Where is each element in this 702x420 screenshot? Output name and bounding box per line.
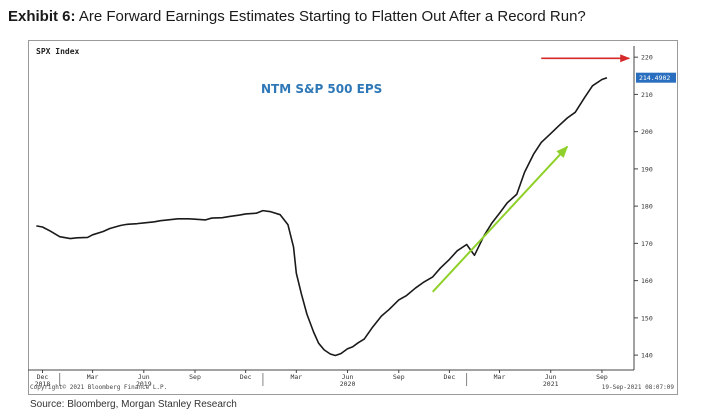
x-tick-label: Sep <box>393 373 405 381</box>
x-year-label: 2021 <box>543 380 559 388</box>
y-tick-label: 160 <box>641 277 653 285</box>
series-label: NTM S&P 500 EPS <box>261 82 382 96</box>
eps-series-line <box>36 76 608 357</box>
y-tick-label: 190 <box>641 165 653 173</box>
x-year-label: 2019 <box>136 380 152 388</box>
y-tick-label: 170 <box>641 240 653 248</box>
ticker-label: SPX Index <box>36 47 80 56</box>
x-year-label: 2018 <box>35 380 51 388</box>
x-tick-label: Sep <box>596 373 608 381</box>
y-tick-label: 150 <box>641 314 653 322</box>
exhibit-label: Exhibit 6: <box>8 8 76 25</box>
chart-frame <box>28 40 678 395</box>
chart-panel: SPX Index NTM S&P 500 EPS Copyright© 202… <box>28 40 678 395</box>
timestamp-text: 19-Sep-2021 08:07:09 <box>602 384 675 391</box>
x-tick-label: Dec <box>240 373 252 381</box>
exhibit-title: Exhibit 6: Are Forward Earnings Estimate… <box>8 8 586 25</box>
x-year-label: 2020 <box>340 380 356 388</box>
x-tick-label: Jun <box>342 373 354 381</box>
y-tick-label: 200 <box>641 128 653 136</box>
x-tick-label: Sep <box>189 373 201 381</box>
y-tick-label: 140 <box>641 352 653 360</box>
source-note: Source: Bloomberg, Morgan Stanley Resear… <box>30 399 237 410</box>
x-tick-label: Mar <box>494 373 506 381</box>
x-tick-label: Mar <box>87 373 99 381</box>
y-tick-label: 220 <box>641 54 653 62</box>
eps-line-chart: SPX Index NTM S&P 500 EPS Copyright© 202… <box>28 40 678 395</box>
exhibit-title-text: Are Forward Earnings Estimates Starting … <box>78 8 586 25</box>
x-tick-label: Mar <box>290 373 302 381</box>
copyright-text: Copyright© 2021 Bloomberg Finance L.P. <box>30 384 167 391</box>
x-tick-label: Dec <box>37 373 49 381</box>
y-tick-label: 180 <box>641 203 653 211</box>
last-value-badge <box>636 72 676 83</box>
x-tick-label: Dec <box>444 373 456 381</box>
y-tick-label: 210 <box>641 91 653 99</box>
green-trend-arrow <box>431 145 569 293</box>
x-tick-label: Jun <box>545 373 557 381</box>
x-tick-label: Jun <box>138 373 150 381</box>
last-value-label: 214.4902 <box>639 74 670 82</box>
